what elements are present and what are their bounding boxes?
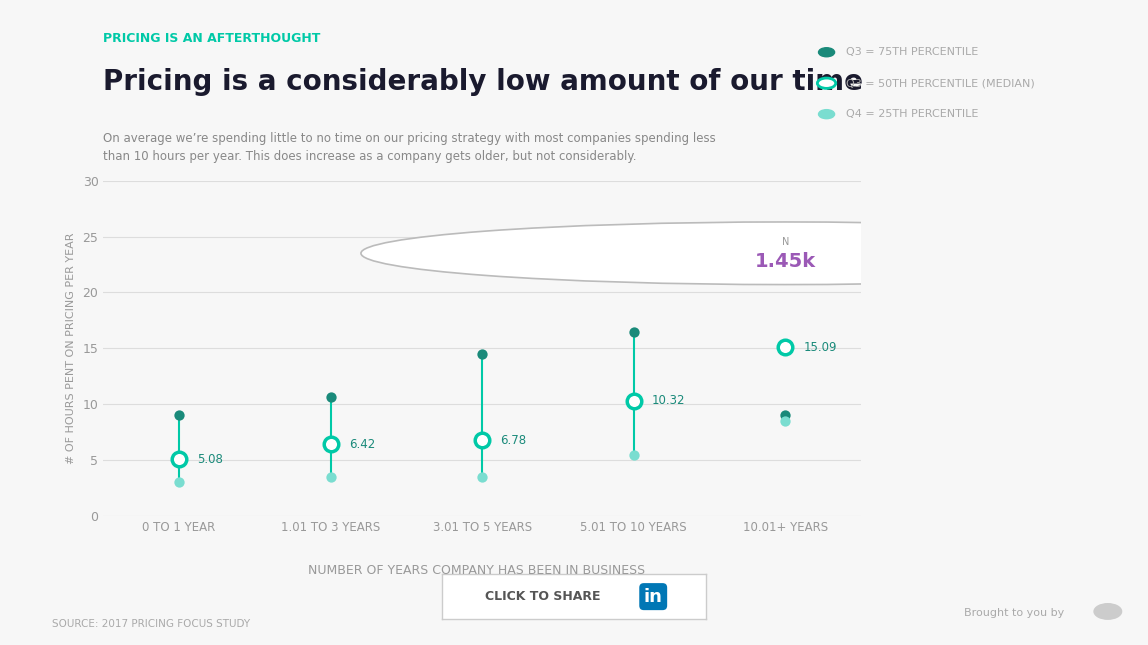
Point: [170, 477, 188, 488]
Text: 6.42: 6.42: [349, 438, 375, 451]
Point: [321, 471, 340, 482]
Text: N: N: [782, 237, 789, 247]
Text: PRICING IS AN AFTERTHOUGHT: PRICING IS AN AFTERTHOUGHT: [103, 32, 320, 45]
Point: [776, 342, 794, 352]
Text: 15.09: 15.09: [804, 341, 837, 354]
Point: [170, 410, 188, 421]
Text: Pricing is a considerably low amount of our time: Pricing is a considerably low amount of …: [103, 68, 863, 96]
Point: [321, 392, 340, 402]
Point: [776, 410, 794, 421]
Point: [473, 349, 491, 359]
Point: [625, 395, 643, 406]
Text: Q3 = 50TH PERCENTILE (MEDIAN): Q3 = 50TH PERCENTILE (MEDIAN): [846, 78, 1034, 88]
Text: SOURCE: 2017 PRICING FOCUS STUDY: SOURCE: 2017 PRICING FOCUS STUDY: [52, 619, 250, 629]
Text: 1.45k: 1.45k: [754, 252, 816, 271]
Text: CLICK TO SHARE: CLICK TO SHARE: [484, 590, 600, 603]
Text: Q4 = 25TH PERCENTILE: Q4 = 25TH PERCENTILE: [846, 109, 978, 119]
Text: 10.32: 10.32: [652, 394, 685, 407]
Point: [625, 450, 643, 460]
Text: Q3 = 75TH PERCENTILE: Q3 = 75TH PERCENTILE: [846, 47, 978, 57]
Point: [321, 439, 340, 450]
Point: [473, 435, 491, 445]
Point: [170, 454, 188, 464]
Point: [473, 471, 491, 482]
Circle shape: [360, 222, 1148, 284]
Text: On average we’re spending little to no time on our pricing strategy with most co: On average we’re spending little to no t…: [103, 132, 716, 163]
Text: 6.78: 6.78: [501, 433, 527, 447]
Text: in: in: [644, 588, 662, 606]
Point: [625, 326, 643, 337]
Text: NUMBER OF YEARS COMPANY HAS BEEN IN BUSINESS: NUMBER OF YEARS COMPANY HAS BEEN IN BUSI…: [308, 564, 645, 577]
Text: 5.08: 5.08: [197, 453, 223, 466]
Text: Brought to you by: Brought to you by: [964, 608, 1064, 618]
Y-axis label: # OF HOURS PENT ON PRICING PER YEAR: # OF HOURS PENT ON PRICING PER YEAR: [67, 233, 77, 464]
Point: [776, 416, 794, 426]
